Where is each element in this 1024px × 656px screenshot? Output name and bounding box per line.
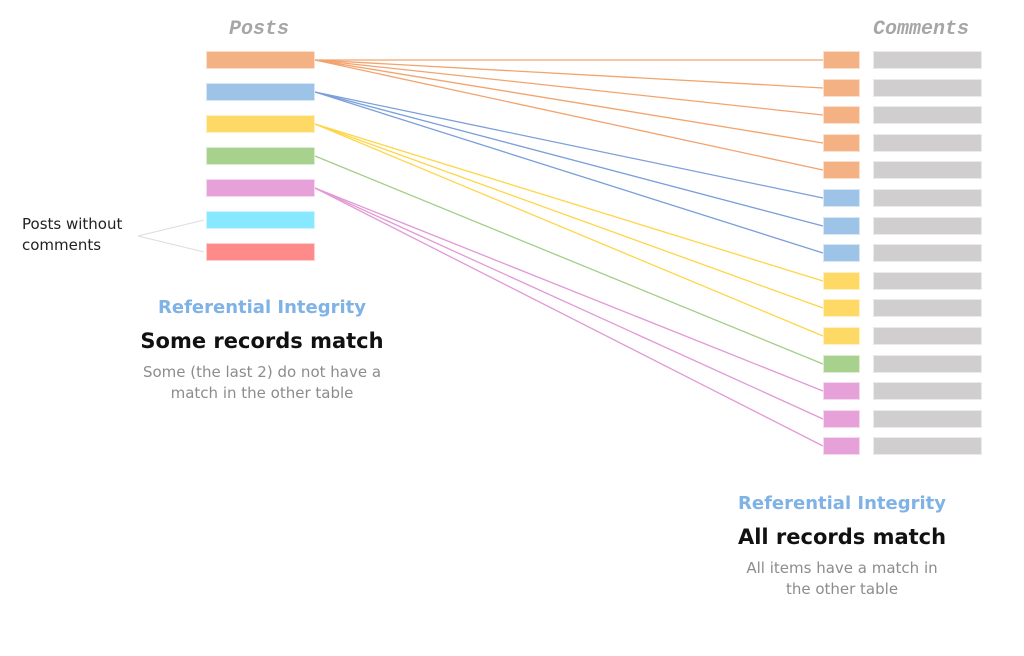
comment-foreign-key (823, 189, 860, 207)
relationship-line (314, 59, 824, 144)
left-caption: Referential Integrity Some records match… (120, 296, 404, 404)
comment-row (873, 79, 982, 97)
comment-row (873, 355, 982, 373)
comment-row (873, 134, 982, 152)
relationship-line (314, 91, 824, 254)
left-caption-kicker: Referential Integrity (158, 297, 366, 318)
comment-row (873, 161, 982, 179)
comment-row (873, 437, 982, 455)
comment-foreign-key (823, 244, 860, 262)
annotation-leader-line (137, 219, 205, 237)
post-row (206, 211, 315, 229)
comment-row (873, 410, 982, 428)
comment-foreign-key (823, 355, 860, 373)
comment-foreign-key (823, 106, 860, 124)
comment-foreign-key (823, 217, 860, 235)
comment-foreign-key (823, 327, 860, 345)
comment-row (873, 106, 982, 124)
posts-without-comments-note: Posts without comments (22, 215, 123, 254)
comment-foreign-key (823, 272, 860, 290)
relationship-line (314, 91, 824, 227)
relationship-line (314, 123, 824, 337)
post-row (206, 51, 315, 69)
comment-row (873, 51, 982, 69)
comment-row (873, 189, 982, 207)
right-caption-description: All items have a match in the other tabl… (746, 559, 938, 598)
comments-table-title: Comments (873, 18, 970, 41)
relationship-line (314, 155, 824, 365)
comment-foreign-key (823, 437, 860, 455)
post-row (206, 179, 315, 197)
post-row (206, 83, 315, 101)
right-caption-kicker: Referential Integrity (738, 493, 946, 514)
comment-foreign-key (823, 79, 860, 97)
relationship-line (314, 123, 824, 309)
comment-foreign-key (823, 299, 860, 317)
post-row (206, 243, 315, 261)
right-caption: Referential Integrity All records match … (700, 492, 984, 600)
comment-row (873, 299, 982, 317)
comment-row (873, 217, 982, 235)
relationship-line (314, 187, 824, 447)
relationship-line (314, 59, 824, 89)
relationship-line (314, 187, 824, 392)
relationship-line (314, 59, 824, 116)
comment-foreign-key (823, 410, 860, 428)
annotation-leader-line (137, 235, 205, 253)
comment-row (873, 327, 982, 345)
right-caption-title: All records match (737, 525, 947, 549)
comment-foreign-key (823, 382, 860, 400)
comment-foreign-key (823, 134, 860, 152)
relationship-line (314, 123, 824, 282)
comment-row (873, 244, 982, 262)
comment-foreign-key (823, 51, 860, 69)
post-row (206, 147, 315, 165)
relationship-line (314, 187, 824, 420)
comment-foreign-key (823, 161, 860, 179)
post-row (206, 115, 315, 133)
comment-row (873, 382, 982, 400)
left-caption-description: Some (the last 2) do not have a match in… (142, 363, 382, 402)
relationship-line (314, 59, 824, 171)
relationship-line (314, 91, 824, 199)
comment-row (873, 272, 982, 290)
left-caption-title: Some records match (140, 329, 384, 353)
posts-table-title: Posts (229, 18, 290, 41)
